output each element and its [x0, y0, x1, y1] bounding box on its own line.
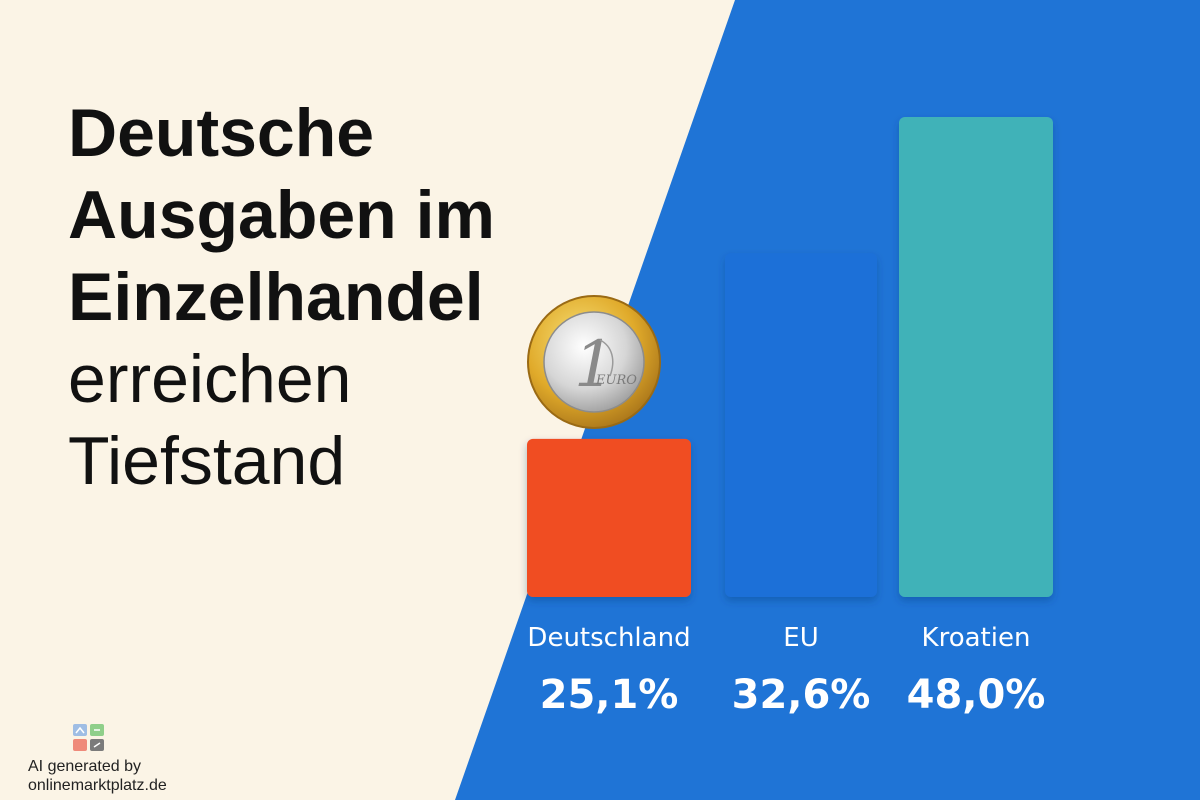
value-labels: 25,1% 32,6% 48,0%: [540, 672, 1046, 718]
headline-line-1: Deutsche: [68, 95, 375, 171]
category-label-eu: EU: [783, 623, 818, 653]
euro-coin-icon: 1 EURO: [527, 295, 661, 429]
coin-unit: EURO: [595, 373, 637, 388]
onlinemarktplatz-logo-icon: [73, 724, 104, 751]
value-label-kroatien: 48,0%: [907, 672, 1046, 718]
ai-credit-line-1: AI generated by: [28, 758, 141, 775]
headline-line-4: erreichen: [68, 341, 352, 417]
bars-group: [527, 117, 1053, 597]
value-label-eu: 32,6%: [732, 672, 871, 718]
bar-deutschland: [527, 438, 691, 597]
coin-map-line: [599, 339, 614, 377]
headline: Deutsche Ausgaben im Einzelhandel erreic…: [68, 92, 588, 502]
category-labels: Deutschland EU Kroatien: [527, 623, 1030, 653]
headline-line-5: Tiefstand: [68, 423, 346, 499]
headline-line-3: Einzelhandel: [68, 259, 484, 335]
category-label-deutschland: Deutschland: [527, 623, 690, 653]
coin-value: 1: [574, 328, 615, 402]
value-label-deutschland: 25,1%: [540, 672, 679, 718]
category-label-kroatien: Kroatien: [922, 623, 1031, 653]
bar-eu: [725, 253, 877, 597]
ai-credit-line-2: onlinemarktplatz.de: [28, 777, 167, 794]
headline-line-2: Ausgaben im: [68, 177, 495, 253]
ai-credit: AI generated by onlinemarktplatz.de: [28, 757, 167, 795]
bar-kroatien: [899, 117, 1053, 597]
coin-center: [543, 311, 645, 413]
